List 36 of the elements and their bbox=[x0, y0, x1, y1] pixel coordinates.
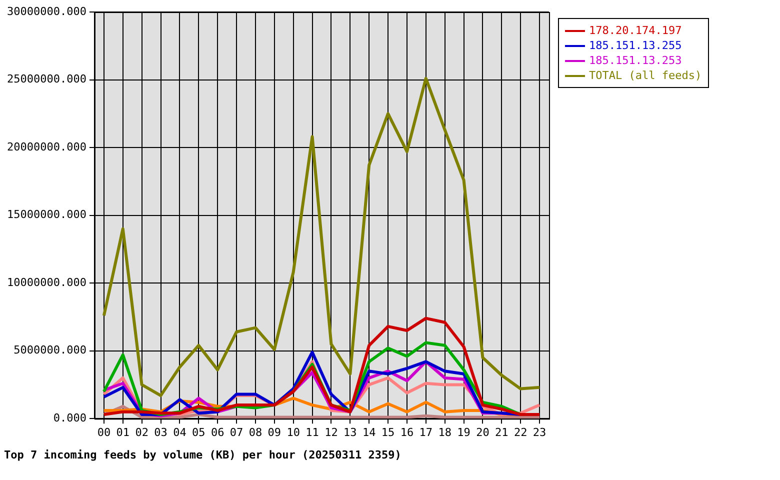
x-tick-label: 23 bbox=[532, 426, 546, 440]
legend-label: 185.151.13.255 bbox=[589, 38, 682, 53]
legend-label: TOTAL (all feeds) bbox=[589, 68, 702, 83]
x-tick-label: 22 bbox=[514, 426, 528, 440]
x-tick-label: 14 bbox=[362, 426, 376, 440]
x-tick-label: 16 bbox=[400, 426, 414, 440]
x-tick-label: 15 bbox=[381, 426, 395, 440]
x-tick-label: 12 bbox=[324, 426, 338, 440]
legend-label: 185.151.13.253 bbox=[589, 53, 682, 68]
x-tick-label: 02 bbox=[135, 426, 148, 440]
x-tick-label: 04 bbox=[173, 426, 187, 440]
x-tick-label: 21 bbox=[495, 426, 508, 440]
y-tick-label: 5000000.000 bbox=[14, 344, 86, 357]
x-tick-label: 05 bbox=[192, 426, 206, 440]
x-tick-label: 08 bbox=[248, 426, 262, 440]
x-tick-label: 19 bbox=[457, 426, 470, 440]
legend-label: 178.20.174.197 bbox=[589, 23, 682, 38]
x-tick-label: 07 bbox=[230, 426, 244, 440]
text: Top 7 incoming feeds by volume (KB) per hour (20250311 2359) bbox=[4, 448, 402, 462]
x-tick-label: 11 bbox=[306, 426, 319, 440]
x-tick-label: 00 bbox=[97, 426, 111, 440]
y-tick-label: 10000000.000 bbox=[6, 276, 86, 289]
y-tick-label: 20000000.000 bbox=[6, 140, 86, 154]
x-tick-label: 03 bbox=[154, 426, 168, 440]
y-tick-label: 30000000.000 bbox=[6, 4, 86, 18]
x-tick-label: 18 bbox=[438, 426, 452, 440]
x-tick-label: 20 bbox=[476, 426, 490, 440]
y-tick-label: 0.000 bbox=[53, 411, 86, 424]
x-tick-label: 17 bbox=[419, 426, 433, 440]
x-tick-label: 09 bbox=[268, 426, 282, 440]
y-tick-label: 15000000.000 bbox=[6, 208, 86, 222]
y-tick-label: 25000000.000 bbox=[6, 72, 86, 86]
x-tick-label: 10 bbox=[286, 426, 300, 440]
x-tick-label: 01 bbox=[116, 426, 130, 440]
x-tick-label: 13 bbox=[344, 426, 357, 440]
x-tick-label: 06 bbox=[210, 426, 224, 440]
